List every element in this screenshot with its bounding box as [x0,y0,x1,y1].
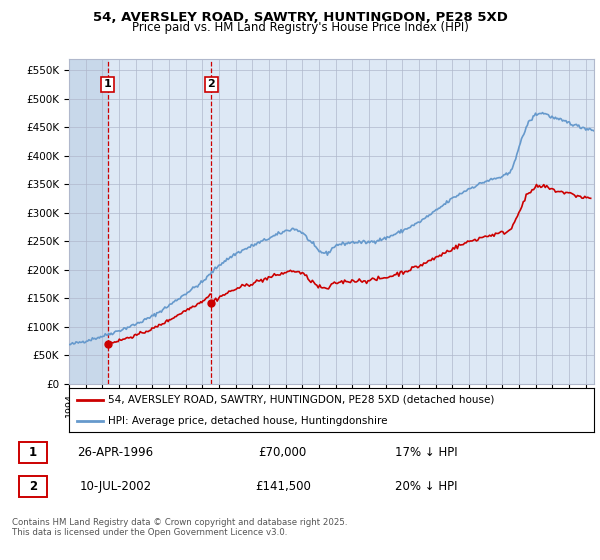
Text: 17% ↓ HPI: 17% ↓ HPI [395,446,458,459]
Text: 10-JUL-2002: 10-JUL-2002 [80,480,152,493]
Text: 20% ↓ HPI: 20% ↓ HPI [395,480,458,493]
Text: 54, AVERSLEY ROAD, SAWTRY, HUNTINGDON, PE28 5XD (detached house): 54, AVERSLEY ROAD, SAWTRY, HUNTINGDON, P… [109,395,495,405]
Text: Price paid vs. HM Land Registry's House Price Index (HPI): Price paid vs. HM Land Registry's House … [131,21,469,34]
Bar [69,59,107,384]
Text: 2: 2 [29,480,37,493]
Text: £141,500: £141,500 [255,480,311,493]
Text: HPI: Average price, detached house, Huntingdonshire: HPI: Average price, detached house, Hunt… [109,416,388,426]
Text: 1: 1 [104,80,112,90]
FancyBboxPatch shape [19,442,47,463]
Text: Contains HM Land Registry data © Crown copyright and database right 2025.
This d: Contains HM Land Registry data © Crown c… [12,518,347,538]
FancyBboxPatch shape [19,477,47,497]
Text: 26-APR-1996: 26-APR-1996 [77,446,154,459]
Text: 1: 1 [29,446,37,459]
Text: 54, AVERSLEY ROAD, SAWTRY, HUNTINGDON, PE28 5XD: 54, AVERSLEY ROAD, SAWTRY, HUNTINGDON, P… [92,11,508,24]
Text: £70,000: £70,000 [259,446,307,459]
Text: 2: 2 [208,80,215,90]
